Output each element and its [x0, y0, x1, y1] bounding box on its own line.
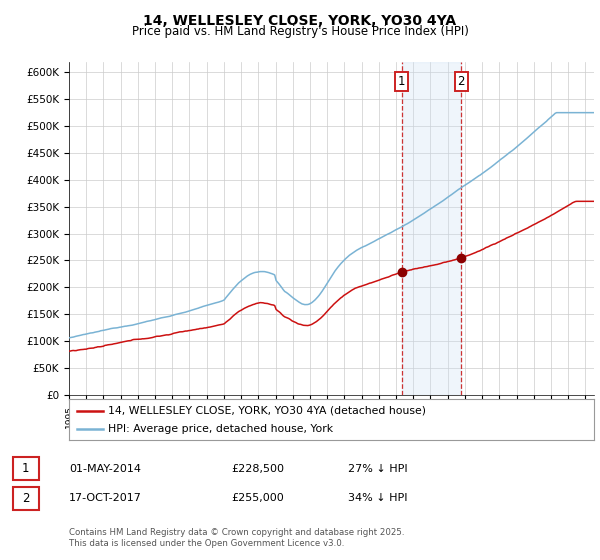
- Text: 14, WELLESLEY CLOSE, YORK, YO30 4YA (detached house): 14, WELLESLEY CLOSE, YORK, YO30 4YA (det…: [109, 405, 427, 416]
- Text: £255,000: £255,000: [231, 493, 284, 503]
- Text: £228,500: £228,500: [231, 464, 284, 474]
- Text: Contains HM Land Registry data © Crown copyright and database right 2025.
This d: Contains HM Land Registry data © Crown c…: [69, 528, 404, 548]
- Text: 2: 2: [22, 492, 29, 505]
- Text: 01-MAY-2014: 01-MAY-2014: [69, 464, 141, 474]
- Bar: [402, 62, 461, 395]
- Text: 27% ↓ HPI: 27% ↓ HPI: [348, 464, 407, 474]
- Text: HPI: Average price, detached house, York: HPI: Average price, detached house, York: [109, 424, 334, 434]
- Text: 17-OCT-2017: 17-OCT-2017: [69, 493, 142, 503]
- Text: 34% ↓ HPI: 34% ↓ HPI: [348, 493, 407, 503]
- Text: 1: 1: [398, 75, 406, 88]
- Text: Price paid vs. HM Land Registry's House Price Index (HPI): Price paid vs. HM Land Registry's House …: [131, 25, 469, 38]
- Text: 1: 1: [22, 462, 29, 475]
- Text: 2: 2: [458, 75, 465, 88]
- Text: 14, WELLESLEY CLOSE, YORK, YO30 4YA: 14, WELLESLEY CLOSE, YORK, YO30 4YA: [143, 14, 457, 28]
